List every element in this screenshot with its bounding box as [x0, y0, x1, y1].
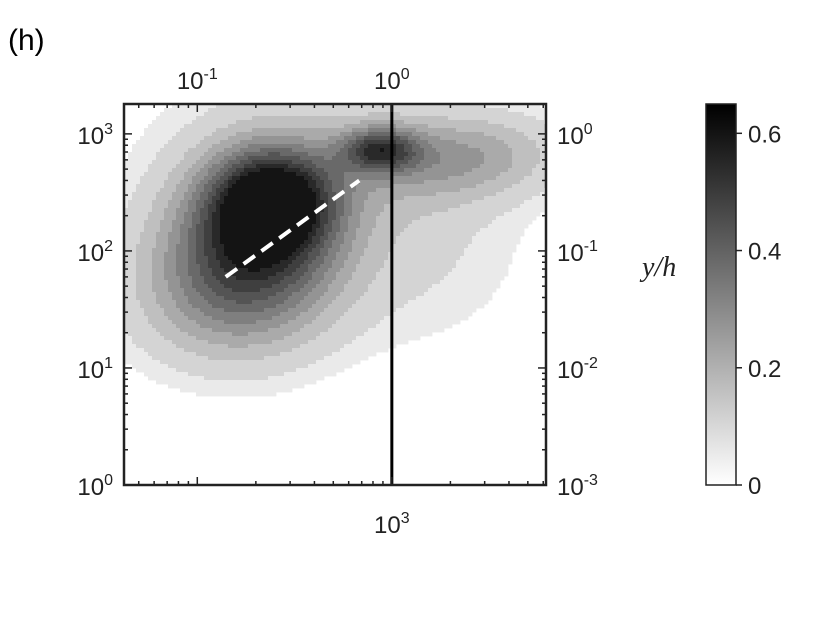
y-left-tick-label: 103 — [77, 121, 113, 150]
dashed-fit-line — [224, 178, 361, 279]
x-top-tick-label: 100 — [374, 66, 410, 95]
colorbar-tick-label: 0.4 — [748, 239, 781, 266]
x-axis-top: 10-1 100 — [177, 66, 410, 95]
y-right-tick-label: 100 — [557, 121, 593, 150]
x-top-tick-label: 10-1 — [177, 66, 218, 95]
colorbar-gradient — [705, 103, 737, 486]
y-right-tick-label: 10-1 — [557, 238, 598, 267]
y-axis-right: 10-3 10-2 10-1 100 — [557, 121, 598, 501]
colorbar: 0 0.2 0.4 0.6 y/h — [639, 103, 781, 500]
x-bottom-tick-label: 103 — [374, 510, 410, 539]
plot-area — [122, 102, 548, 487]
y-right-tick-label: 10-3 — [557, 472, 598, 501]
colorbar-ticks: 0 0.2 0.4 0.6 — [736, 121, 781, 500]
colorbar-tick-label: 0.6 — [748, 121, 781, 148]
colorbar-label: y/h — [639, 252, 676, 283]
x-axis-bottom: 103 — [374, 510, 410, 539]
contour-fill — [124, 104, 546, 397]
y-left-tick-label: 101 — [77, 355, 113, 384]
panel-label: (h) — [8, 24, 45, 57]
plot-frame — [122, 102, 548, 487]
y-right-tick-label: 10-2 — [557, 355, 598, 384]
y-left-tick-label: 100 — [77, 472, 113, 501]
y-axis-left: 100 101 102 103 — [77, 121, 113, 501]
colorbar-tick-label: 0.2 — [748, 356, 781, 383]
y-left-tick-label: 102 — [77, 238, 113, 267]
colorbar-tick-label: 0 — [748, 473, 761, 500]
